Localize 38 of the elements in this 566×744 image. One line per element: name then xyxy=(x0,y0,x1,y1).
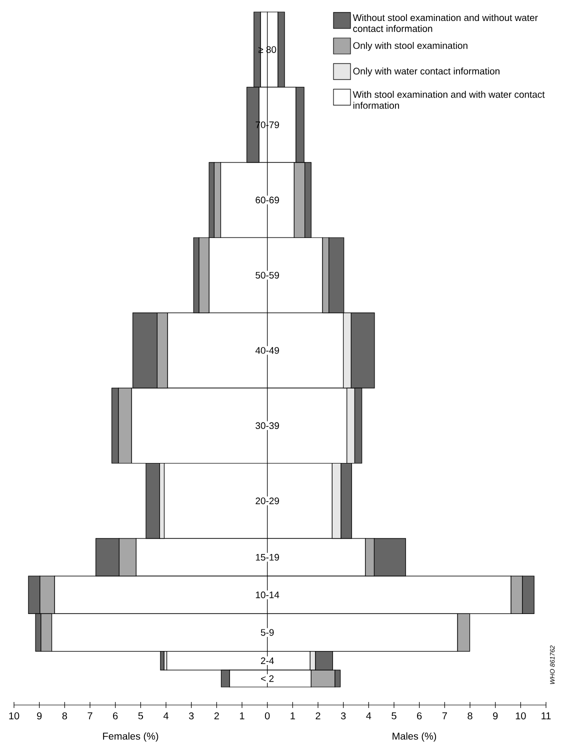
x-tick-label: 8 xyxy=(468,712,472,720)
y-tick-label: < 2 xyxy=(261,675,274,682)
x-tick-label: 8 xyxy=(62,712,68,720)
x-tick-label: 9 xyxy=(493,712,498,720)
x-tick-label: 7 xyxy=(442,712,447,720)
x-tick-label: 10 xyxy=(9,712,20,720)
x-tick-label: 3 xyxy=(340,712,346,720)
x-tick-label: 4 xyxy=(366,712,372,720)
y-tick-label: 30-39 xyxy=(256,422,279,430)
y-tick-label: 20-29 xyxy=(256,498,279,504)
legend-label: Without stool examination and without water contact information xyxy=(352,14,538,32)
legend-label: With stool examination and with water contact information xyxy=(352,90,545,109)
x-tick-label: 2 xyxy=(316,712,320,720)
y-tick-label: 2-4 xyxy=(260,657,274,664)
x-tick-label: 10 xyxy=(516,712,526,720)
x-tick-label: 1 xyxy=(240,712,244,720)
x-tick-label: 2 xyxy=(214,712,219,720)
y-tick-label: 50-59 xyxy=(256,272,279,279)
y-tick-label: 15-19 xyxy=(256,554,279,561)
x-tick-label: 5 xyxy=(138,712,144,720)
x-tick-label: 5 xyxy=(392,712,396,720)
x-tick-label: 0 xyxy=(264,712,270,720)
y-tick-label: 5-9 xyxy=(260,629,274,636)
x-tick-label: 11 xyxy=(542,712,551,720)
x-tick-label: 6 xyxy=(113,712,118,720)
x-tick-label: 4 xyxy=(163,712,168,720)
x-tick-label: 3 xyxy=(188,712,194,720)
x-tick-label: 9 xyxy=(37,712,42,720)
x-tick-label: 1 xyxy=(290,712,295,720)
text: Males (%) xyxy=(392,732,436,742)
y-tick-label: 40-49 xyxy=(255,347,279,354)
y-tick-label: 10-14 xyxy=(256,592,280,598)
text: Females (%) xyxy=(103,732,158,742)
legend-label: Only with stool examination xyxy=(353,42,468,51)
legend-label: Only with water contact information xyxy=(353,68,500,76)
y-tick-label: 60-69 xyxy=(256,196,279,204)
x-tick-label: 7 xyxy=(88,712,92,720)
x-tick-label: 6 xyxy=(417,712,422,720)
